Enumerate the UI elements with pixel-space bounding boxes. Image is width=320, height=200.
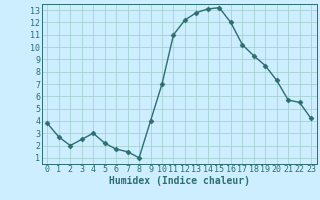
X-axis label: Humidex (Indice chaleur): Humidex (Indice chaleur): [109, 176, 250, 186]
